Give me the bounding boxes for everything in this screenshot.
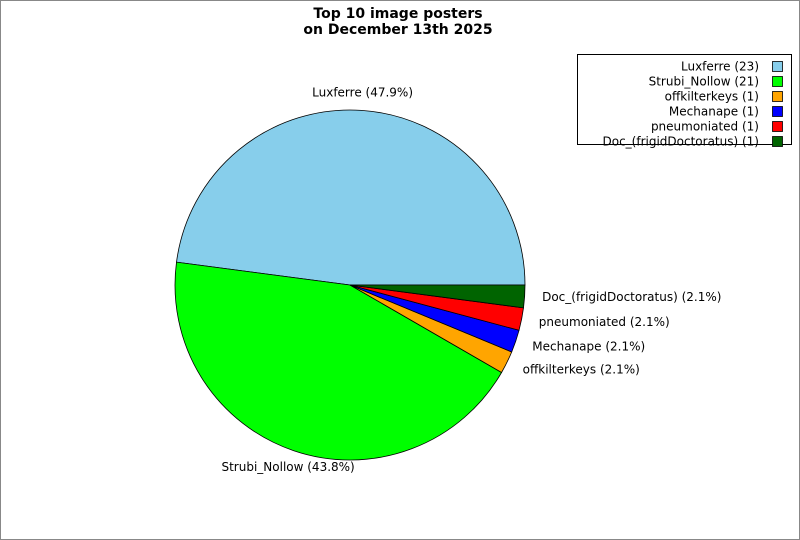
chart-title: Top 10 image posters: [313, 6, 482, 22]
pie-slice: [174, 261, 503, 461]
slice-label: Strubi_Nollow (43.8%): [221, 460, 354, 474]
legend-label: Doc_(frigidDoctoratus) (1): [603, 135, 760, 149]
legend-swatch: [772, 91, 783, 102]
pie-slice: [349, 284, 526, 309]
legend-label: offkilterkeys (1): [665, 90, 759, 104]
slice-label: Doc_(frigidDoctoratus) (2.1%): [542, 290, 721, 304]
legend-swatch: [772, 136, 783, 147]
slice-label: pneumoniated (2.1%): [539, 315, 670, 329]
slice-label: Luxferre (47.9%): [312, 85, 413, 99]
legend-swatch: [772, 76, 783, 87]
legend-box: [577, 54, 792, 145]
legend-label: Mechanape (1): [669, 105, 759, 119]
legend-swatch: [772, 61, 783, 72]
legend-label: pneumoniated (1): [651, 120, 759, 134]
slice-label: offkilterkeys (2.1%): [523, 363, 640, 377]
chart-title: on December 13th 2025: [303, 22, 492, 38]
slice-label: Mechanape (2.1%): [532, 339, 645, 353]
pie-slice: [176, 109, 526, 286]
legend-label: Luxferre (23): [681, 60, 759, 74]
legend-label: Strubi_Nollow (21): [649, 75, 759, 89]
legend-swatch: [772, 121, 783, 132]
legend-swatch: [772, 106, 783, 117]
